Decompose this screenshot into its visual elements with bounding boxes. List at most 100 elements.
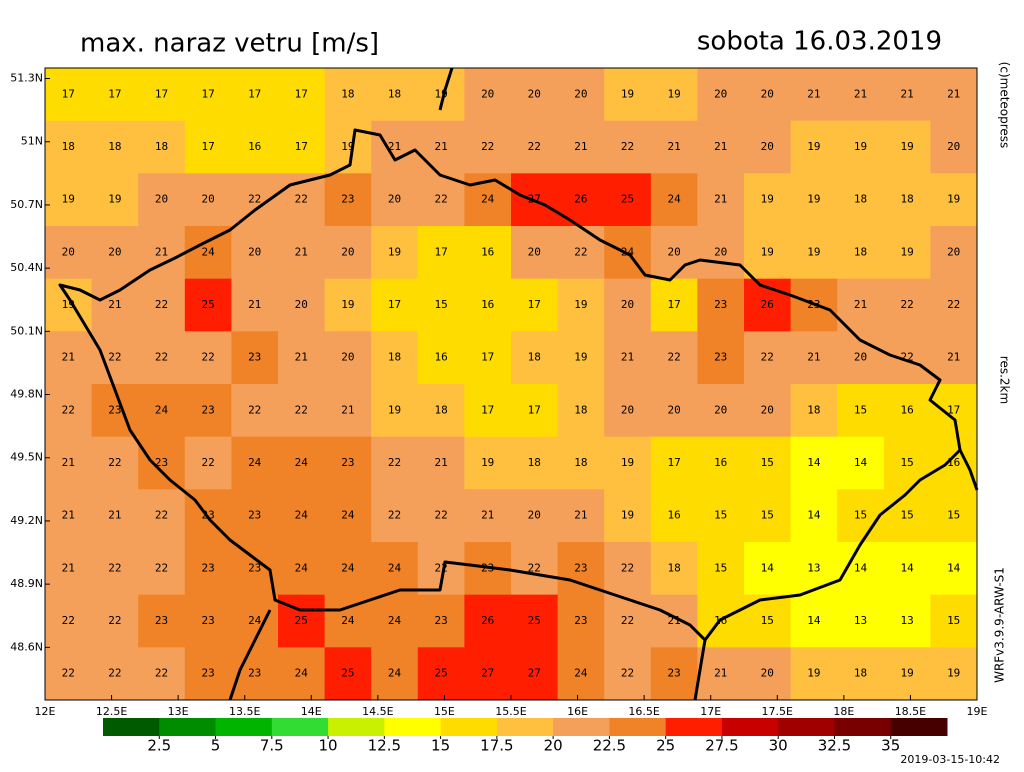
cell-value: 17 <box>434 245 447 258</box>
colorbar-swatch <box>159 718 217 736</box>
cell-value: 23 <box>714 298 727 311</box>
map-date: sobota 16.03.2019 <box>697 27 942 57</box>
x-tick-label: 16E <box>567 705 588 718</box>
cell-value: 15 <box>854 509 867 522</box>
cell-value: 24 <box>341 509 355 522</box>
cell-value: 23 <box>201 614 214 627</box>
cell-value: 18 <box>388 351 401 364</box>
cell-value: 22 <box>62 403 75 416</box>
cell <box>883 384 931 438</box>
cell <box>790 120 838 174</box>
cell-value: 21 <box>900 87 913 100</box>
cell <box>138 173 186 227</box>
cell <box>91 489 139 543</box>
cell <box>557 647 605 701</box>
cell <box>511 594 559 648</box>
cell <box>883 331 931 385</box>
cell <box>231 542 279 596</box>
cell-value: 19 <box>481 456 494 469</box>
cell-value: 21 <box>295 351 308 364</box>
x-tick-label: 18E <box>833 705 854 718</box>
cell-value: 20 <box>481 87 494 100</box>
colorbar-swatch <box>834 718 892 736</box>
cell-value: 21 <box>947 351 960 364</box>
cell <box>138 120 186 174</box>
colorbar-label: 30 <box>769 737 788 755</box>
cell <box>45 173 93 227</box>
cell-value: 22 <box>621 614 634 627</box>
cell-value: 22 <box>108 667 121 680</box>
x-tick-label: 14.5E <box>362 705 393 718</box>
cell-value: 24 <box>388 561 402 574</box>
cell-value: 16 <box>434 351 447 364</box>
cell-value: 19 <box>388 403 401 416</box>
y-tick-label: 48.9N <box>10 577 43 590</box>
y-tick-label: 48.6N <box>10 640 43 653</box>
cell-value: 27 <box>481 667 494 680</box>
cell-value: 22 <box>155 509 168 522</box>
cell-value: 18 <box>854 193 867 206</box>
cell <box>371 542 419 596</box>
cell-value: 16 <box>900 403 913 416</box>
border-at-sk <box>693 639 707 701</box>
cell-value: 20 <box>155 193 168 206</box>
cell-value: 19 <box>574 351 587 364</box>
cell <box>91 173 139 227</box>
cell <box>930 542 978 596</box>
cell-value: 24 <box>295 456 309 469</box>
cell <box>371 331 419 385</box>
y-tick-label: 49.2N <box>10 514 43 527</box>
cell <box>650 489 698 543</box>
cell-value: 22 <box>155 667 168 680</box>
cell-value: 23 <box>714 351 727 364</box>
cell <box>650 594 698 648</box>
cell-value: 17 <box>528 298 541 311</box>
cell <box>324 68 372 122</box>
cell <box>91 68 139 122</box>
cell <box>790 542 838 596</box>
cell-value: 17 <box>528 403 541 416</box>
cell-value: 18 <box>434 403 447 416</box>
cell <box>278 331 326 385</box>
cell-value: 21 <box>574 140 587 153</box>
cell-value: 23 <box>155 614 168 627</box>
cell-value: 21 <box>248 298 261 311</box>
cell-value: 19 <box>807 140 820 153</box>
cell <box>371 594 419 648</box>
cell-value: 20 <box>388 193 401 206</box>
colorbar-swatch <box>890 718 948 736</box>
cell-value: 21 <box>574 509 587 522</box>
cell <box>837 436 885 490</box>
cell-value: 19 <box>761 193 774 206</box>
cell-value: 22 <box>62 614 75 627</box>
cell <box>138 594 186 648</box>
axes: 12E 12.5E 13E 13.5E 14E 14.5E 15E 15.5E 16E 16.5E… <box>10 72 987 718</box>
cell-value: 20 <box>761 667 774 680</box>
cell <box>697 542 745 596</box>
cell-value: 18 <box>574 403 587 416</box>
cell-value: 14 <box>947 561 961 574</box>
colorbar-label: 5 <box>211 737 221 755</box>
colorbar-label: 12.5 <box>368 737 401 755</box>
cell <box>417 278 465 332</box>
cell-value: 25 <box>201 298 214 311</box>
cell <box>883 594 931 648</box>
cell <box>371 647 419 701</box>
cell-value: 20 <box>528 509 541 522</box>
cell-value: 17 <box>388 298 401 311</box>
cell <box>45 594 93 648</box>
cell-value: 23 <box>248 509 261 522</box>
x-tick-label: 17.5E <box>762 705 793 718</box>
cell-value: 19 <box>900 140 913 153</box>
colorbar-label: 7.5 <box>260 737 284 755</box>
colorbar-swatch <box>384 718 442 736</box>
cell-value: 15 <box>714 561 727 574</box>
cell-value: 20 <box>621 403 634 416</box>
colorbar-label: 35 <box>881 737 900 755</box>
colorbar-label: 17.5 <box>480 737 513 755</box>
colorbar-label: 22.5 <box>593 737 626 755</box>
cell <box>184 278 232 332</box>
cell-value: 21 <box>341 403 354 416</box>
cell <box>417 436 465 490</box>
cell <box>744 542 792 596</box>
